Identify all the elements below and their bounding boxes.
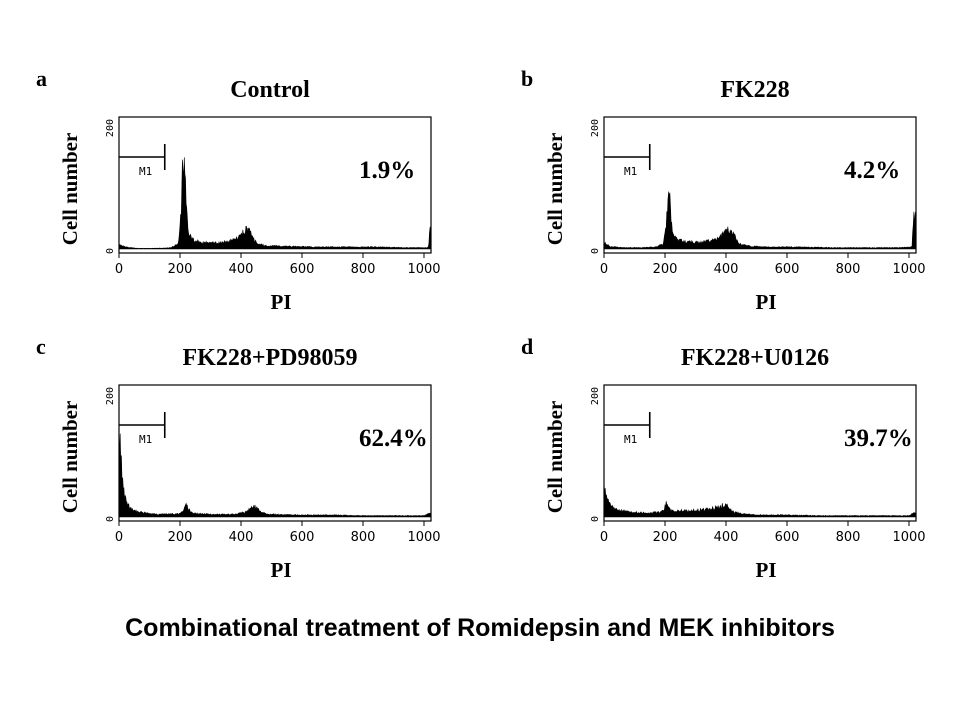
x-tick-label: 1000 bbox=[407, 530, 440, 545]
x-tick-label: 400 bbox=[229, 530, 254, 545]
y-tick-label: 200 bbox=[105, 387, 116, 405]
y-axis-label: Cell number bbox=[543, 133, 567, 246]
histogram-series bbox=[603, 482, 917, 518]
plot-frame bbox=[603, 384, 917, 522]
panel-title: FK228+PD98059 bbox=[183, 345, 358, 371]
x-tick-label: 600 bbox=[775, 262, 800, 277]
histogram-panel-c: c FK228+PD98059 0 200 400 600 800 1000 200 0 PI Cel… bbox=[36, 334, 441, 582]
panel-title: Control bbox=[230, 77, 310, 103]
histogram-series bbox=[603, 191, 917, 250]
x-tick-label: 600 bbox=[775, 530, 800, 545]
gate-label: M1 bbox=[139, 433, 152, 446]
gate-label: M1 bbox=[624, 433, 637, 446]
panels-group: a Control 0 200 400 600 800 1000 200 0 PI Cell numb… bbox=[36, 66, 926, 582]
histogram-panel-d: d FK228+U0126 0 200 400 600 800 1000 200 0 PI Cell … bbox=[521, 334, 926, 582]
x-tick-label: 1000 bbox=[407, 262, 440, 277]
y-tick-label: 0 bbox=[590, 516, 601, 522]
x-tick-label: 0 bbox=[115, 530, 123, 545]
x-tick-label: 0 bbox=[600, 530, 608, 545]
percent-annotation: 4.2% bbox=[844, 157, 900, 184]
panel-letter: d bbox=[521, 334, 533, 359]
x-axis-label: PI bbox=[756, 290, 777, 314]
y-tick-label: 0 bbox=[105, 248, 116, 254]
panel-letter: c bbox=[36, 334, 46, 359]
x-tick-label: 800 bbox=[351, 262, 376, 277]
panel-letter: b bbox=[521, 66, 533, 91]
y-tick-label: 0 bbox=[590, 248, 601, 254]
percent-annotation: 62.4% bbox=[359, 425, 428, 452]
x-tick-label: 400 bbox=[714, 262, 739, 277]
y-tick-label: 200 bbox=[590, 387, 601, 405]
plot-frame bbox=[603, 116, 917, 254]
histogram-panel-a: a Control 0 200 400 600 800 1000 200 0 PI Cell numb… bbox=[36, 66, 441, 314]
panel-letter: a bbox=[36, 66, 47, 91]
figure-caption: Combinational treatment of Romidepsin an… bbox=[125, 614, 835, 642]
x-tick-label: 1000 bbox=[892, 530, 925, 545]
x-axis-label: PI bbox=[271, 558, 292, 582]
x-axis-label: PI bbox=[756, 558, 777, 582]
panel-title: FK228 bbox=[720, 77, 789, 103]
percent-annotation: 39.7% bbox=[844, 425, 913, 452]
histogram-panel-b: b FK228 0 200 400 600 800 1000 200 0 PI Cell number… bbox=[521, 66, 926, 314]
y-tick-label: 200 bbox=[590, 119, 601, 137]
y-tick-label: 200 bbox=[105, 119, 116, 137]
y-tick-label: 0 bbox=[105, 516, 116, 522]
x-tick-label: 400 bbox=[229, 262, 254, 277]
x-tick-label: 600 bbox=[290, 262, 315, 277]
x-tick-label: 600 bbox=[290, 530, 315, 545]
x-tick-label: 200 bbox=[653, 262, 678, 277]
x-tick-label: 200 bbox=[168, 262, 193, 277]
plot-frame bbox=[118, 384, 432, 522]
x-tick-label: 800 bbox=[836, 262, 861, 277]
x-tick-label: 400 bbox=[714, 530, 739, 545]
y-axis-label: Cell number bbox=[543, 401, 567, 514]
x-tick-label: 800 bbox=[836, 530, 861, 545]
x-axis-label: PI bbox=[271, 290, 292, 314]
x-tick-label: 1000 bbox=[892, 262, 925, 277]
x-tick-label: 200 bbox=[653, 530, 678, 545]
y-axis-label: Cell number bbox=[58, 133, 82, 246]
histogram-series bbox=[118, 433, 432, 518]
plot-frame bbox=[118, 116, 432, 254]
x-tick-label: 0 bbox=[115, 262, 123, 277]
x-tick-label: 200 bbox=[168, 530, 193, 545]
gate-label: M1 bbox=[139, 165, 152, 178]
x-tick-label: 0 bbox=[600, 262, 608, 277]
x-tick-label: 800 bbox=[351, 530, 376, 545]
gate-label: M1 bbox=[624, 165, 637, 178]
histogram-series bbox=[118, 157, 432, 250]
panel-title: FK228+U0126 bbox=[681, 345, 829, 371]
percent-annotation: 1.9% bbox=[359, 157, 415, 184]
y-axis-label: Cell number bbox=[58, 401, 82, 514]
